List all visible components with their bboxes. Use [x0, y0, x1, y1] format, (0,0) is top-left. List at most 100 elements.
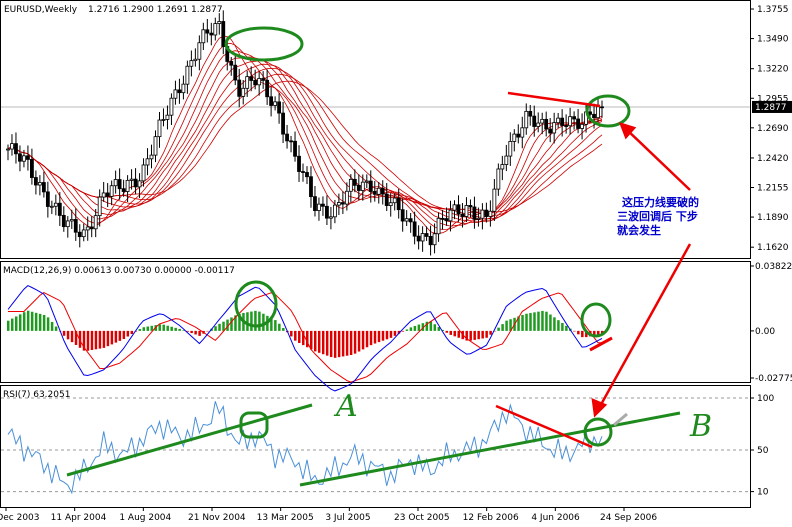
ma-line [7, 50, 603, 227]
candle-body [97, 196, 102, 217]
price-ohlc: 1.2716 1.2900 1.2691 1.2877 [88, 5, 223, 15]
macd-bar [290, 330, 293, 337]
macd-tick-label: 0.00 [755, 327, 775, 337]
candle-body [440, 217, 445, 220]
candle-body [309, 176, 313, 198]
candle-body [325, 205, 329, 219]
candle-body [412, 221, 417, 237]
candle-body [73, 219, 78, 233]
candle-body [237, 79, 242, 97]
macd-bar [393, 330, 397, 336]
candle-body [472, 206, 477, 220]
macd-bar [469, 330, 472, 341]
macd-bar [306, 330, 309, 348]
price-tick-label: 1.2155 [757, 184, 789, 194]
candle-body [189, 60, 194, 67]
date-label: 21 Dec 2003 [0, 513, 40, 523]
date-axis: 21 Dec 2003 11 Apr 2004 1 Aug 2004 21 Nov 2… [0, 508, 657, 523]
macd-bar [150, 325, 154, 331]
macd-bar [577, 330, 580, 335]
rsi-polyline [7, 401, 603, 495]
candle-body [30, 159, 34, 178]
candle-body [45, 191, 50, 207]
macd-bar [333, 330, 337, 358]
candle-body [317, 203, 321, 211]
candle-body [245, 76, 250, 89]
hand-annotations [66, 26, 681, 487]
macd-bar [114, 330, 118, 343]
candle-body [69, 219, 74, 222]
rsi-line [7, 401, 603, 495]
macd-bar [294, 330, 297, 341]
macd-bar [581, 330, 584, 338]
candle-body [101, 192, 106, 198]
circle-macd-right [580, 302, 612, 338]
candle-body [265, 79, 270, 98]
candle-body [360, 181, 365, 191]
macd-bar [250, 311, 253, 331]
macd-bar [517, 316, 520, 331]
letter-a: A [333, 389, 358, 424]
macd-tick-label: -0.02775 [755, 374, 792, 384]
macd-bar [537, 311, 540, 331]
candle-body [117, 179, 122, 190]
candle-body [560, 117, 565, 126]
macd-bar [521, 315, 524, 331]
candle-body [14, 143, 18, 155]
rsi-tick-label: 10 [757, 488, 769, 498]
macd-bar [345, 330, 349, 356]
candle-body [161, 119, 166, 121]
macd-bar [106, 330, 110, 347]
candle-body [165, 114, 170, 120]
macd-bar [186, 330, 189, 332]
price-tick-label: 1.3220 [757, 65, 789, 75]
macd-bar [190, 330, 193, 334]
macd-bar [7, 320, 10, 331]
candle-body [157, 119, 162, 138]
candle-body [504, 155, 509, 165]
candle-body [269, 96, 274, 106]
candle-body [26, 155, 30, 160]
macd-bar [421, 323, 425, 331]
macd-axis: 0.03822 0.00 -0.02775 [750, 262, 792, 384]
candle-body [305, 172, 309, 178]
macd-bar [553, 317, 556, 331]
macd-bar [309, 330, 313, 350]
candle-body [153, 136, 158, 156]
candle-body [364, 180, 369, 183]
macd-bar [274, 320, 277, 331]
macd-bar [54, 326, 58, 331]
macd-lines [7, 285, 603, 392]
ma-line [7, 56, 603, 224]
macd-bar [14, 316, 18, 331]
candle-body [177, 89, 182, 94]
macd-bar [270, 317, 273, 331]
macd-bar [457, 330, 460, 338]
candle-body [281, 112, 285, 135]
macd-bar [298, 330, 301, 343]
candle-body [185, 65, 190, 85]
macd-bar [489, 330, 492, 335]
candle-body [173, 89, 178, 99]
date-label: 23 Oct 2005 [394, 513, 450, 523]
candle-body [221, 21, 226, 47]
candle-body [53, 202, 58, 207]
candle-body [384, 193, 389, 206]
macd-bar [50, 321, 54, 331]
candle-body [253, 80, 258, 86]
macd-bar [138, 329, 142, 331]
macd-bar [258, 311, 261, 331]
candle-body [273, 101, 278, 106]
macd-panel [0, 261, 751, 383]
candle-body [424, 233, 429, 237]
date-label: 4 Jun 2006 [531, 513, 580, 523]
candle-body [125, 179, 130, 192]
macd-bar [505, 320, 508, 331]
macd-bar [365, 330, 369, 348]
macd-bar [182, 330, 185, 331]
macd-bar [46, 317, 50, 331]
candle-body [368, 180, 373, 192]
candle-body [34, 177, 38, 186]
candle-body [376, 187, 381, 195]
macd-bar [18, 314, 22, 331]
